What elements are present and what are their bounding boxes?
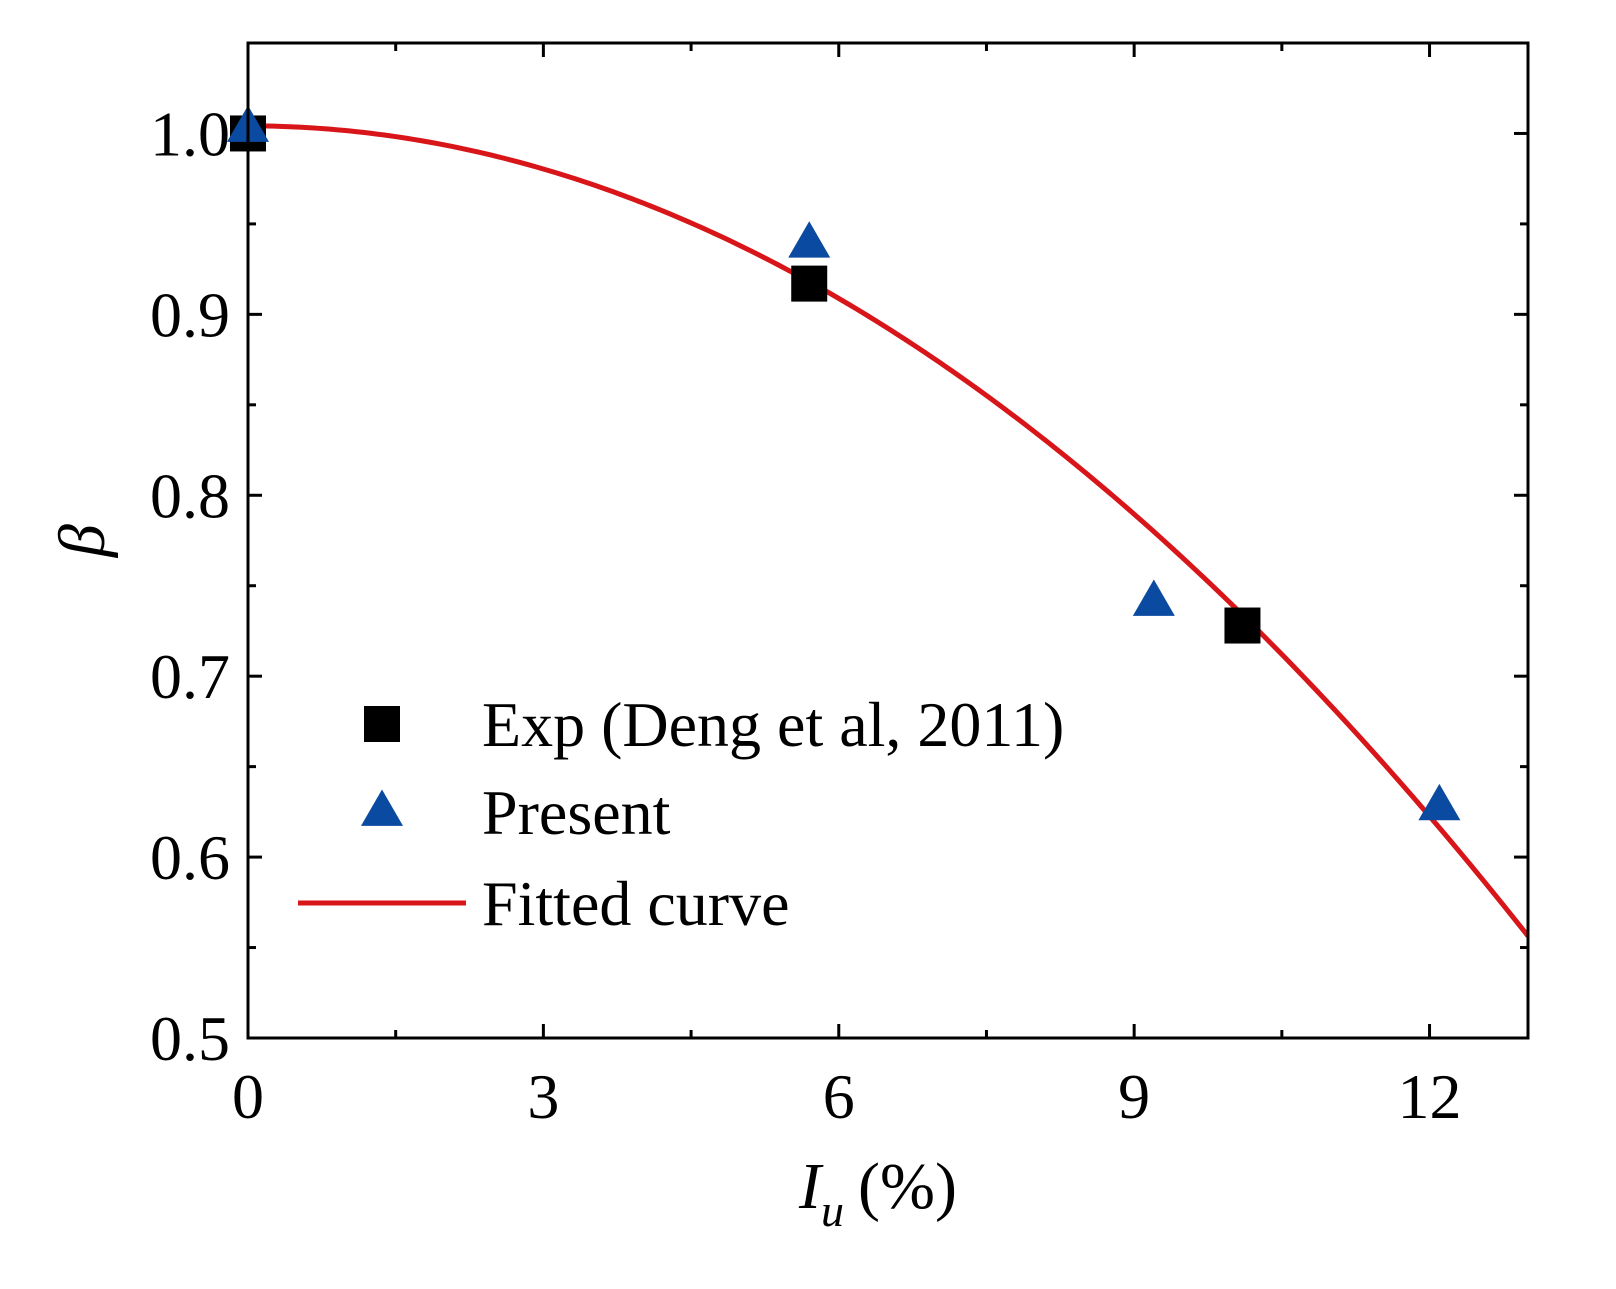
x-tick-label: 9 [1118, 1061, 1150, 1132]
plot-frame [246, 41, 1530, 1040]
fitted-curve-line [248, 123, 1528, 938]
legend-present-label: Present [482, 777, 671, 848]
legend-exp-marker [364, 706, 400, 742]
legend-exp-label: Exp (Deng et al, 2011) [482, 689, 1064, 760]
plot-area [248, 123, 1528, 938]
y-tick-label: 0.7 [150, 641, 230, 712]
present-triangle-point [1418, 783, 1461, 821]
x-axis-title: Iu (%) [798, 1150, 957, 1236]
legend-fit-label: Fitted curve [482, 868, 789, 939]
exp-square-point [1224, 607, 1261, 644]
axis-tick-labels: 0 3 6 9 12 0.5 0.6 0.7 0.8 0.9 1.0 [150, 98, 1462, 1132]
x-tick-label: 3 [527, 1061, 559, 1132]
legend-present-marker [361, 789, 403, 826]
x-tick-label: 0 [232, 1061, 264, 1132]
x-axis-title-subscript: u [821, 1185, 844, 1236]
x-tick-label: 6 [823, 1061, 855, 1132]
present-triangle-point [788, 221, 831, 258]
y-tick-label: 0.9 [150, 279, 230, 350]
x-tick-label: 12 [1398, 1061, 1462, 1132]
present-triangle-point [1132, 579, 1175, 616]
y-tick-label: 0.5 [150, 1003, 230, 1074]
y-tick-label: 0.8 [150, 460, 230, 531]
x-axis-title-main: I [798, 1150, 824, 1223]
y-tick-label: 1.0 [150, 98, 230, 169]
data-markers [227, 105, 1461, 821]
legend: Exp (Deng et al, 2011) Present Fitted cu… [298, 689, 1064, 939]
x-axis-title-unit: (%) [858, 1150, 957, 1223]
y-axis-title: β [46, 524, 119, 559]
exp-square-point [791, 265, 828, 302]
y-tick-label: 0.6 [150, 822, 230, 893]
